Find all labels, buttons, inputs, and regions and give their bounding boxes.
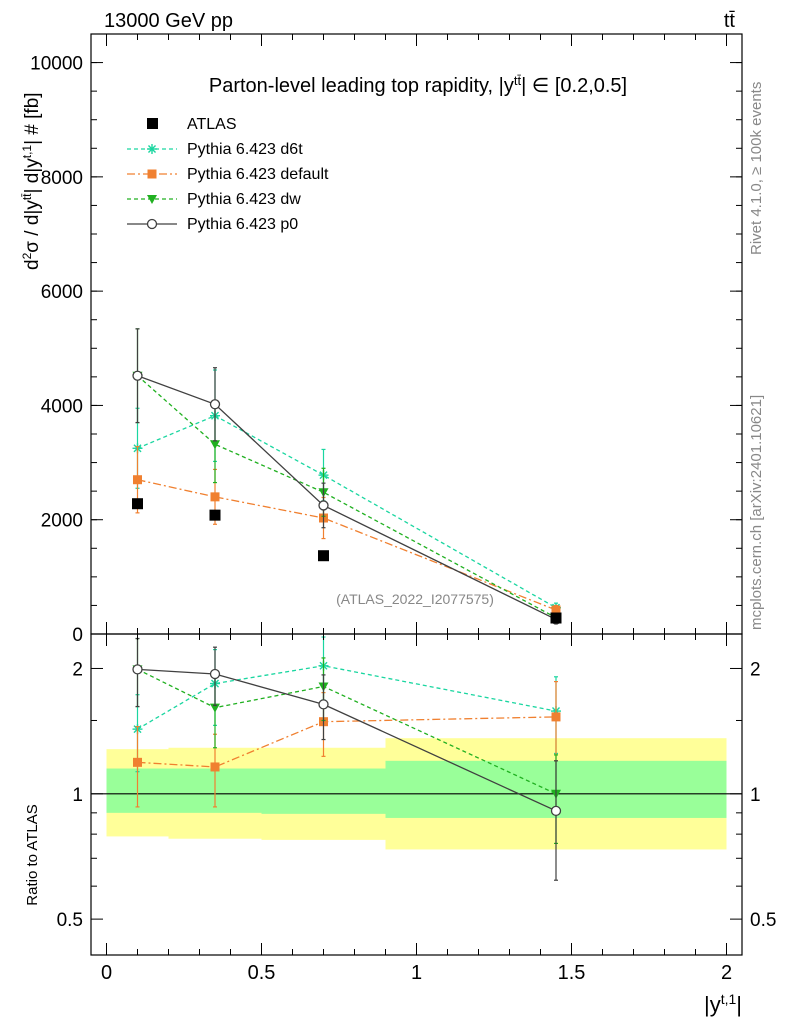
main-point-atlas	[132, 498, 143, 510]
ratio-y-axis-label: Ratio to ATLAS	[24, 804, 41, 905]
main-point-pythia-6-423-default	[133, 475, 142, 485]
watermark: (ATLAS_2022_I2077575)	[336, 591, 494, 607]
legend-marker-pythia-6-423-p0	[146, 218, 158, 230]
legend-label-pythia-6-423-dw: Pythia 6.423 dw	[187, 191, 301, 208]
x-tick-label: 1.5	[558, 962, 586, 984]
main-point-atlas	[550, 612, 562, 624]
header-right: tt̄	[724, 10, 736, 32]
chart-title: Parton-level leading top rapidity, |ytt̄…	[209, 73, 627, 98]
legend-marker-atlas	[147, 118, 158, 129]
ratio-y-tick-label-right: 0.5	[750, 910, 776, 931]
legend-label-pythia-6-423-default: Pythia 6.423 default	[187, 166, 329, 183]
main-y-tick-label: 2000	[41, 511, 83, 532]
ratio-y-tick-label: 1	[72, 785, 83, 806]
main-y-axis-label: d2σ / d|ytt̄| d|yt,1| # [fb]	[20, 92, 43, 270]
x-tick-label: 0	[101, 962, 112, 984]
ratio-point-pythia-6-423-p0	[550, 805, 562, 816]
side-label-bottom: mcplots.cern.ch [arXiv:2401.10621]	[748, 395, 765, 630]
legend-label-pythia-6-423-d6t: Pythia 6.423 d6t	[187, 141, 303, 158]
main-point-atlas	[318, 550, 329, 562]
main-point-pythia-6-423-p0	[209, 399, 221, 410]
legend-label-pythia-6-423-p0: Pythia 6.423 p0	[187, 216, 298, 233]
ratio-point-pythia-6-423-default	[133, 757, 142, 767]
ratio-line-pythia-6-423-dw	[137, 668, 557, 795]
main-line-pythia-6-423-default	[137, 479, 557, 611]
ratio-point-pythia-6-423-p0	[318, 699, 329, 710]
main-point-pythia-6-423-default	[551, 605, 561, 615]
ratio-y-tick-label-right: 1	[750, 785, 761, 806]
header-left: 13000 GeV pp	[104, 10, 233, 32]
ratio-point-pythia-6-423-default	[551, 712, 561, 722]
legend-marker-pythia-6-423-default	[147, 169, 157, 179]
main-line-pythia-6-423-p0	[137, 375, 557, 621]
ratio-point-pythia-6-423-dw	[210, 703, 220, 713]
main-point-pythia-6-423-dw	[210, 440, 220, 450]
main-point-atlas	[209, 509, 221, 521]
x-tick-label: 0.5	[248, 962, 276, 984]
x-tick-label: 1	[411, 962, 422, 984]
ratio-y-tick-label-right: 2	[750, 659, 761, 680]
ratio-green-band	[261, 768, 386, 814]
main-point-pythia-6-423-p0	[318, 500, 329, 511]
main-y-tick-label: 8000	[41, 168, 83, 189]
main-y-zero-label: 0	[72, 625, 83, 646]
ratio-y-tick-label: 0.5	[57, 910, 83, 931]
legend-label-atlas: ATLAS	[187, 116, 237, 133]
x-axis-label: |yt,1|	[704, 991, 742, 1017]
main-line-pythia-6-423-d6t	[137, 414, 557, 609]
main-y-tick-label: 4000	[41, 396, 83, 417]
ratio-point-pythia-6-423-p0	[132, 664, 143, 675]
ratio-line-pythia-6-423-p0	[137, 668, 557, 812]
x-tick-label: 2	[721, 962, 732, 984]
main-line-pythia-6-423-dw	[137, 375, 557, 619]
ratio-line-pythia-6-423-default	[137, 716, 557, 768]
legend-marker-pythia-6-423-d6t	[147, 144, 157, 154]
ratio-point-pythia-6-423-default	[210, 762, 220, 772]
ratio-y-tick-label: 2	[72, 659, 83, 680]
legend-marker-pythia-6-423-dw	[147, 195, 157, 204]
main-y-tick-label: 10000	[30, 54, 83, 75]
side-label-top: Rivet 4.1.0, ≥ 100k events	[748, 82, 765, 255]
main-y-tick-label: 6000	[41, 282, 83, 303]
main-point-pythia-6-423-default	[210, 492, 220, 502]
ratio-line-pythia-6-423-d6t	[137, 665, 557, 730]
main-point-pythia-6-423-p0	[132, 370, 143, 381]
ratio-point-pythia-6-423-p0	[209, 668, 221, 680]
